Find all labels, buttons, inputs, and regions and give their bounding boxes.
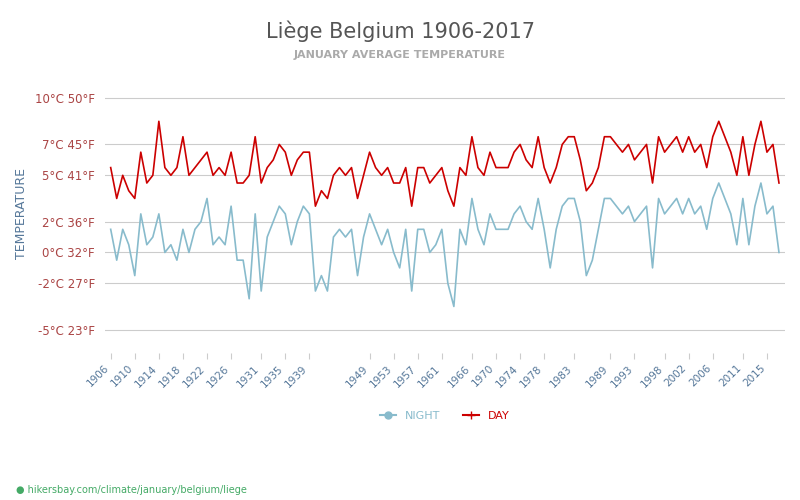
Text: Liège Belgium 1906-2017: Liège Belgium 1906-2017 (266, 20, 534, 42)
Text: JANUARY AVERAGE TEMPERATURE: JANUARY AVERAGE TEMPERATURE (294, 50, 506, 60)
Text: ● hikersbay.com/climate/january/belgium/liege: ● hikersbay.com/climate/january/belgium/… (16, 485, 247, 495)
Y-axis label: TEMPERATURE: TEMPERATURE (15, 168, 28, 260)
Legend: NIGHT, DAY: NIGHT, DAY (375, 406, 514, 425)
